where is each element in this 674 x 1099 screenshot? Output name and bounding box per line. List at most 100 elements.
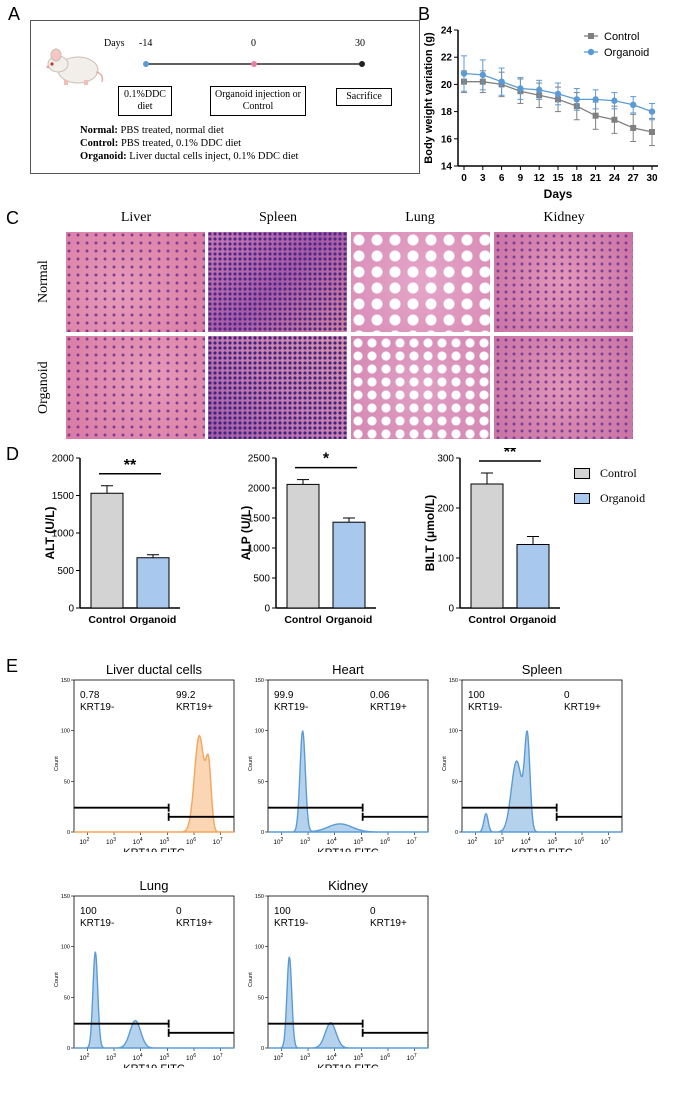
x-tick-label: 15 [552, 173, 564, 184]
y-tick-label: 1500 [52, 491, 75, 502]
gate-right-percent: 0 [176, 906, 182, 917]
bar-control [286, 483, 320, 609]
x-tick-label: 106 [574, 837, 584, 846]
data-point [517, 85, 524, 92]
data-point [536, 86, 543, 94]
gate-right-percent: 0 [370, 906, 376, 917]
x-tick-label: 103 [106, 1053, 116, 1062]
timeline-box-ddc: 0.1%DDC diet [118, 86, 172, 116]
y-tick-label: 100 [449, 729, 458, 735]
histology-lung-organoid [351, 336, 490, 439]
x-tick-label: 107 [407, 837, 417, 846]
flow-title: Heart [332, 662, 364, 677]
panel-d-letter: D [6, 444, 19, 464]
histology-liver-normal [66, 232, 205, 332]
panel-d-legend: Control Organoid [574, 466, 645, 506]
data-point [630, 124, 637, 131]
legend-marker [587, 48, 595, 56]
data-point [573, 96, 580, 103]
histology-kidney-normal [494, 232, 633, 332]
y-tick-label: 100 [437, 554, 454, 565]
data-point [611, 97, 618, 104]
y-tick-label: 150 [255, 894, 264, 900]
data-point [592, 112, 599, 119]
gate-right-percent: 99.2 [176, 690, 196, 701]
x-tick-label: 105 [353, 837, 363, 846]
legend-control: Control [574, 466, 645, 481]
x-tick-label: Organoid [326, 614, 373, 626]
gate-left-percent: 99.9 [274, 690, 294, 701]
group-normal: Normal: PBS treated, normal diet [80, 125, 224, 136]
x-tick-label: 107 [213, 1053, 223, 1062]
timeline-day-3: 30 [355, 38, 365, 49]
x-tick-label: 105 [353, 1053, 363, 1062]
group-list: Normal: PBS treated, normal diet Control… [80, 124, 298, 163]
x-tick-label: 106 [186, 1053, 196, 1062]
x-tick-label: 6 [499, 173, 505, 184]
bar-organoid [332, 521, 366, 609]
group-organoid: Organoid: Liver ductal cells inject, 0.1… [80, 151, 299, 162]
y-tick-label: 0 [261, 830, 264, 836]
y-tick-label: 14 [441, 162, 453, 173]
col-label-lung: Lung [405, 210, 435, 225]
y-axis-title: Body weight variation (g) [423, 32, 435, 164]
y-tick-label: 150 [449, 678, 458, 684]
data-point [592, 96, 599, 103]
histogram-curve [462, 730, 622, 833]
y-tick-label: 50 [258, 779, 264, 785]
data-point [498, 78, 505, 85]
flow-lung: Lung 0 50 100 150 Count 102 103 104 105 106 107 KRT1… [54, 878, 235, 1068]
y-tick-label: 200 [437, 504, 454, 515]
x-axis-title: KRT19 FITC [511, 847, 573, 852]
y-tick-label: 0 [67, 1046, 70, 1052]
flow-title: Lung [140, 878, 169, 893]
x-tick-label: 21 [590, 173, 602, 184]
y-tick-label: 0 [455, 830, 458, 836]
y-axis-title: Count [442, 756, 448, 771]
gate-left-label: KRT19- [274, 702, 308, 713]
timeline-box-sacrifice: Sacrifice [336, 88, 392, 106]
y-tick-label: 50 [258, 995, 264, 1001]
x-tick-label: 3 [480, 173, 486, 184]
timeline-box-injection: Organoid injection or Control [210, 86, 306, 116]
bar-control [470, 483, 504, 609]
x-tick-label: 18 [571, 173, 583, 184]
x-axis-title: KRT19 FITC [123, 1063, 185, 1068]
y-axis-title: ALP (U/L) [239, 506, 253, 560]
y-axis-title: ALT (U/L) [43, 506, 57, 559]
gate-left-label: KRT19- [80, 918, 114, 929]
y-tick-label: 0 [264, 604, 270, 615]
x-axis-title: KRT19 FITC [317, 1063, 379, 1068]
x-tick-label: Control [284, 614, 321, 626]
data-point [554, 90, 562, 98]
x-tick-label: 102 [273, 1053, 283, 1062]
y-tick-label: 50 [452, 779, 458, 785]
x-tick-label: 107 [213, 837, 223, 846]
flow-title: Spleen [522, 662, 562, 677]
legend-control-swatch [574, 468, 590, 479]
y-tick-label: 500 [253, 574, 270, 585]
x-tick-label: 104 [327, 1053, 337, 1062]
y-tick-label: 100 [61, 945, 70, 951]
y-tick-label: 18 [441, 107, 453, 118]
x-tick-label: 106 [186, 837, 196, 846]
group-control: Control: PBS treated, 0.1% DDC diet [80, 138, 242, 149]
data-point [630, 101, 637, 109]
x-tick-label: 9 [518, 173, 524, 184]
alp-bar-chart: 0 500 1000 1500 2000 2500 ALP (U/L) Control Orga… [239, 451, 376, 626]
row-label-normal: Normal [36, 260, 51, 304]
y-tick-label: 24 [441, 26, 453, 37]
y-tick-label: 0 [448, 604, 454, 615]
mouse-icon [46, 48, 104, 85]
y-tick-label: 300 [437, 454, 454, 465]
x-tick-label: Control [88, 614, 125, 626]
significance-marker: ** [504, 448, 517, 461]
y-tick-label: 16 [441, 134, 453, 145]
x-tick-label: 24 [609, 173, 621, 184]
x-tick-label: 103 [300, 1053, 310, 1062]
y-tick-label: 2000 [248, 484, 271, 495]
gate-right-label: KRT19+ [370, 702, 407, 713]
x-tick-label: 104 [133, 837, 143, 846]
y-tick-label: 50 [64, 995, 70, 1001]
flow-heart: Heart 0 50 100 150 Count 102 103 104 105 106 107 KRT… [248, 662, 429, 852]
